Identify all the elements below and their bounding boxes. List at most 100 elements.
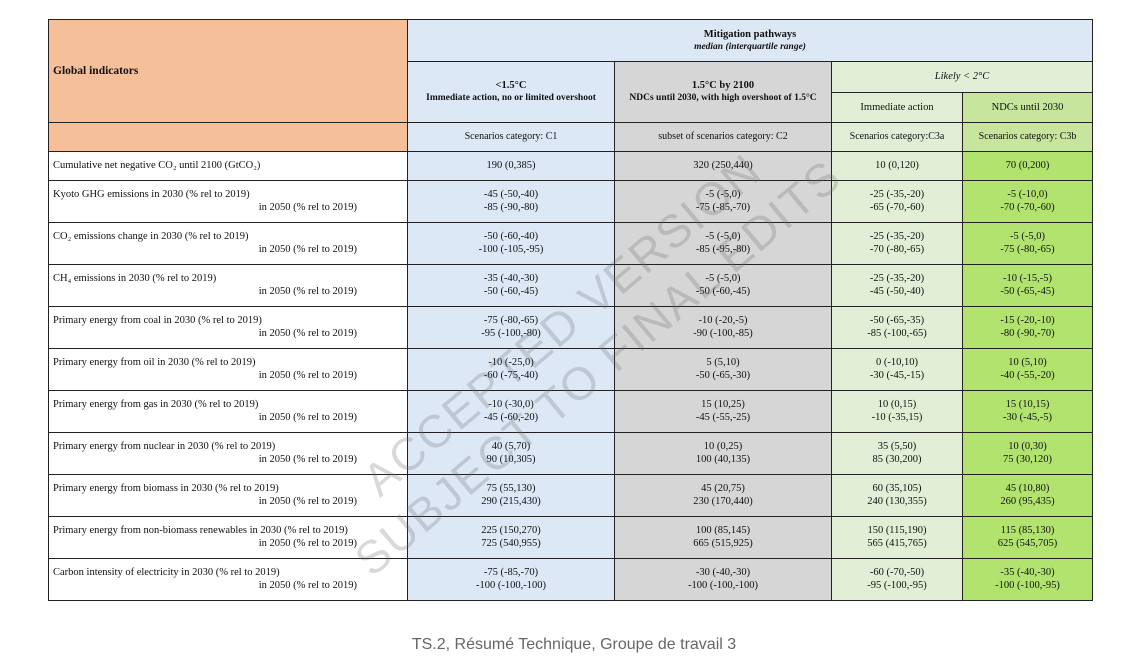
value-c3b-2030: 10 (0,30): [1008, 441, 1047, 452]
c2-title: 1.5°C by 2100: [691, 80, 755, 91]
table-row: Carbon intensity of electricity in 2030 …: [48, 557, 1094, 601]
indicator-label-2030: Primary energy from oil in 2030 (% rel t…: [53, 357, 256, 368]
table-row: Primary energy from coal in 2030 (% rel …: [48, 305, 1094, 349]
value-cell-c2: -10 (-20,-5) -90 (-100,-85): [614, 305, 832, 349]
value-cell-c1: -10 (-30,0) -45 (-60,-20): [407, 389, 615, 433]
value-c3a-2050: -70 (-80,-65): [869, 244, 925, 255]
value-c2-2050: -90 (-100,-85): [693, 328, 753, 339]
table-row: Primary energy from biomass in 2030 (% r…: [48, 473, 1094, 517]
value-cell-c2: 10 (0,25) 100 (40,135): [614, 431, 832, 475]
value-c1-2050: -50 (-60,-45): [483, 286, 539, 297]
value-c1-2030: -50 (-60,-40): [483, 231, 539, 242]
value-c3a-2030: 0 (-10,10): [876, 357, 918, 368]
indicator-label: CH₄ emissions in 2030 (% rel to 2019) in …: [48, 263, 408, 307]
value-c2-2030: 15 (10,25): [701, 399, 745, 410]
value-cell-c3b: -10 (-15,-5) -50 (-65,-45): [961, 263, 1094, 307]
value-c1-2050: 290 (215,430): [481, 496, 541, 507]
value-c3a-2030: 10 (0,15): [877, 399, 917, 410]
value-c1-2050: 725 (540,955): [481, 538, 541, 549]
value-c2-2030: 45 (20,75): [701, 483, 745, 494]
c3b-header: NDCs until 2030: [961, 91, 1094, 123]
indicator-label: Primary energy from non-biomass renewabl…: [48, 515, 408, 559]
value-cell-c3a: 60 (35,105) 240 (130,355): [831, 473, 963, 517]
value-c3b-2030: 115 (85,130): [1000, 525, 1055, 536]
value-c2-2050: 665 (515,925): [693, 538, 753, 549]
value-cell-c3a: -60 (-70,-50) -95 (-100,-95): [831, 557, 963, 601]
c1-title: <1.5°C: [495, 80, 527, 91]
value-c3a-2050: 240 (130,355): [867, 496, 927, 507]
value-c3b-2050: -30 (-45,-5): [1003, 412, 1052, 423]
value-cell-c1: 225 (150,270) 725 (540,955): [407, 515, 615, 559]
c1-header: <1.5°C Immediate action, no or limited o…: [407, 61, 615, 123]
value-c1-2030: -35 (-40,-30): [483, 273, 539, 284]
value-c3b-2050: -50 (-65,-45): [1000, 286, 1055, 297]
value-c1-2030: 40 (5,70): [491, 441, 531, 452]
value-c2-2050: -50 (-65,-30): [695, 370, 751, 381]
indicator-label: Primary energy from oil in 2030 (% rel t…: [48, 347, 408, 391]
indicator-label: Primary energy from coal in 2030 (% rel …: [48, 305, 408, 349]
value-c3b-2050: 75 (30,120): [1003, 454, 1053, 465]
value-c3a-2030: -25 (-35,-20): [869, 189, 925, 200]
value-cell-c1: 75 (55,130) 290 (215,430): [407, 473, 615, 517]
indicators-table: Global indicators Mitigation pathways me…: [48, 19, 1094, 601]
indicator-label: Cumulative net negative CO₂ until 2100 (…: [48, 150, 408, 181]
value-c2-2050: 230 (170,440): [693, 496, 753, 507]
table-row: Primary energy from nuclear in 2030 (% r…: [48, 431, 1094, 475]
table-row: Primary energy from oil in 2030 (% rel t…: [48, 347, 1094, 391]
value-c2-2030: 5 (5,10): [706, 357, 740, 368]
value-cell-c2: -30 (-40,-30) -100 (-100,-100): [614, 557, 832, 601]
value-c3a-2030: 35 (5,50): [877, 441, 917, 452]
value-c3b-2050: -100 (-100,-95): [995, 580, 1060, 591]
indicator-label-2050: in 2050 (% rel to 2019): [258, 370, 357, 381]
mitigation-pathways-header: Mitigation pathways median (interquartil…: [406, 19, 1094, 62]
value-cell-c2: 320 (250,440): [614, 150, 832, 181]
value-c2-2030: -10 (-20,-5): [698, 315, 748, 326]
value-c3a-2050: -10 (-35,15): [871, 412, 923, 423]
value-cell-c3b: 10 (0,30) 75 (30,120): [961, 431, 1094, 475]
indicator-label-2030: CO₂ emissions change in 2030 (% rel to 2…: [53, 231, 249, 242]
value-cell-c2: -5 (-5,0) -85 (-95,-80): [614, 221, 832, 265]
indicator-label-2050: in 2050 (% rel to 2019): [258, 412, 357, 423]
value-cell-c3a: -25 (-35,-20) -65 (-70,-60): [831, 179, 963, 223]
value-cell-c3b: 10 (5,10) -40 (-55,-20): [961, 347, 1094, 391]
value-c1-2030: 190 (0,385): [486, 160, 536, 171]
value-c3b-2050: -75 (-80,-65): [1000, 244, 1055, 255]
caption: TS.2, Résumé Technique, Groupe de travai…: [411, 636, 737, 653]
value-c3a-2050: -95 (-100,-95): [867, 580, 927, 591]
indicator-label-2030: Carbon intensity of electricity in 2030 …: [53, 567, 280, 578]
value-cell-c1: 190 (0,385): [407, 150, 615, 181]
value-cell-c3a: 150 (115,190) 565 (415,765): [831, 515, 963, 559]
indicator-label-2030: Primary energy from biomass in 2030 (% r…: [53, 483, 279, 494]
value-c1-2030: 75 (55,130): [486, 483, 536, 494]
value-c3b-2050: -80 (-90,-70): [1000, 328, 1055, 339]
table-row: Primary energy from non-biomass renewabl…: [48, 515, 1094, 559]
c3-header: Likely < 2°C: [830, 61, 1094, 93]
value-c3a-2030: -25 (-35,-20): [869, 231, 925, 242]
value-cell-c3b: -5 (-5,0) -75 (-80,-65): [961, 221, 1094, 265]
value-cell-c1: -45 (-50,-40) -85 (-90,-80): [407, 179, 615, 223]
value-cell-c3b: 15 (10,15) -30 (-45,-5): [961, 389, 1094, 433]
value-c2-2030: 320 (250,440): [693, 160, 753, 171]
scenario-label-spacer: [48, 122, 408, 152]
indicator-label: Primary energy from biomass in 2030 (% r…: [48, 473, 408, 517]
indicator-label-2050: in 2050 (% rel to 2019): [258, 496, 357, 507]
mitigation-title: Mitigation pathways: [703, 28, 797, 40]
table-row: Kyoto GHG emissions in 2030 (% rel to 20…: [48, 179, 1094, 223]
value-cell-c1: -75 (-85,-70) -100 (-100,-100): [407, 557, 615, 601]
table-row: Cumulative net negative CO₂ until 2100 (…: [48, 150, 1094, 181]
value-cell-c3a: 10 (0,15) -10 (-35,15): [831, 389, 963, 433]
c2-description: NDCs until 2030, with high overshoot of …: [629, 93, 817, 103]
value-cell-c3a: 35 (5,50) 85 (30,200): [831, 431, 963, 475]
value-c1-2030: -45 (-50,-40): [483, 189, 539, 200]
value-c3b-2030: 15 (10,15): [1005, 399, 1050, 410]
value-c2-2030: -30 (-40,-30): [695, 567, 751, 578]
value-c3a-2030: -50 (-65,-35): [869, 315, 925, 326]
value-c1-2030: -10 (-30,0): [488, 399, 534, 410]
value-c3b-2030: 10 (5,10): [1008, 357, 1047, 368]
value-cell-c3a: 10 (0,120): [831, 150, 963, 181]
scenario-c3a: Scenarios category:C3a: [831, 122, 963, 152]
indicator-label-2050: in 2050 (% rel to 2019): [258, 286, 357, 297]
value-cell-c3a: 0 (-10,10) -30 (-45,-15): [831, 347, 963, 391]
indicator-label-2050: in 2050 (% rel to 2019): [258, 454, 357, 465]
c3a-header: Immediate action: [831, 91, 963, 123]
